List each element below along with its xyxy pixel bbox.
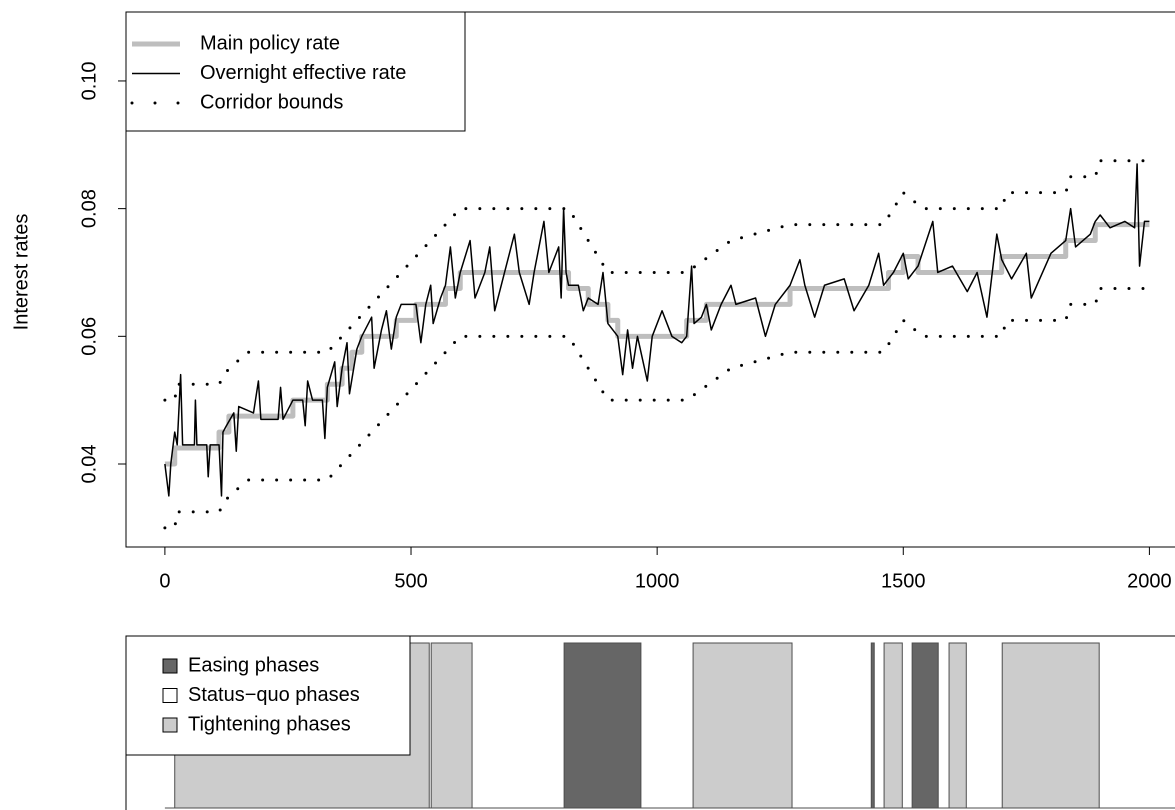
legend-box [125,11,466,132]
phase-bar [563,642,642,809]
phase-bar [1001,642,1100,809]
legend-label: Tightening phases [188,713,351,735]
y-axis-label: Interest rates [10,214,32,331]
phase-bar [883,642,903,809]
legend-swatch [162,688,178,703]
x-tick-label: 2000 [1127,570,1172,592]
phase-bar [870,642,875,809]
x-tick-label: 500 [394,570,427,592]
y-tick-label: 0.10 [78,61,100,100]
x-tick-label: 1500 [881,570,926,592]
y-tick-label: 0.06 [78,317,100,356]
legend-swatch [162,658,178,674]
phase-bar [948,642,967,809]
series-line [164,222,1150,467]
x-tick-label: 1000 [635,570,680,592]
legend-label: Overnight effective rate [200,62,406,84]
series-line [164,163,1150,497]
legend-label: Main policy rate [200,32,340,54]
y-tick-label: 0.04 [78,445,100,484]
x-tick-label: 0 [159,570,170,592]
legend-swatch [162,717,178,733]
y-tick-label: 0.08 [78,189,100,228]
legend-label: Corridor bounds [200,91,343,113]
legend-label: Easing phases [188,654,319,676]
phase-bar [911,642,939,809]
phase-bar [430,642,473,809]
series-line [163,159,1151,402]
legend-label: Status−quo phases [188,684,360,706]
phase-bar [692,642,793,809]
